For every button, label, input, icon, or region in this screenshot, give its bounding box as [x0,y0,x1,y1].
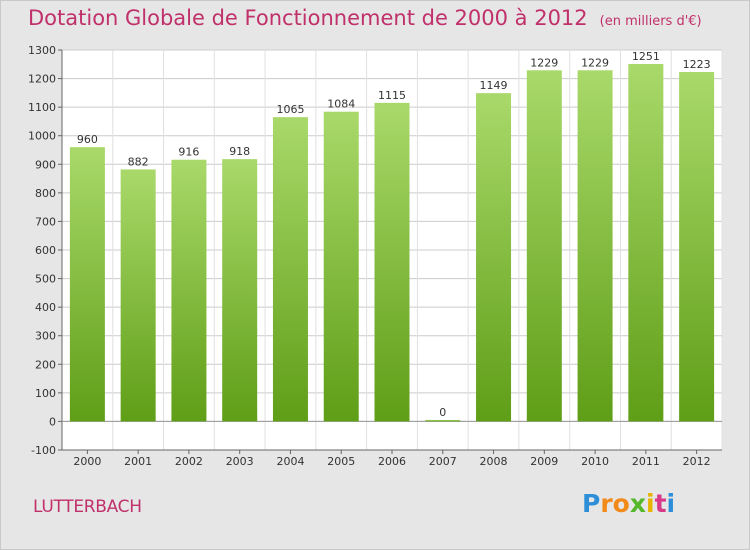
bar-2010 [577,70,613,422]
y-tick-label: 100 [35,387,56,400]
logo-letter: t [654,489,667,518]
y-tick-label: 1200 [28,73,56,86]
axes: -100 0 100 200 300 400 500 600 700 800 900 1000 1100… [28,44,722,468]
y-tick-label: 300 [35,330,56,343]
logo-letter: o [612,489,630,518]
proxiti-logo: Proxiti [582,489,675,518]
data-label-2009: 1229 [530,56,558,69]
bar-2004 [272,117,308,422]
x-tick-label: 2002 [175,455,203,468]
x-tick-label: 2009 [530,455,558,468]
data-label-2008: 1149 [480,79,508,92]
y-tick-label: 400 [35,301,56,314]
bar-2009 [526,70,562,422]
data-label-2011: 1251 [632,50,660,63]
y-tick-label: -100 [31,444,56,457]
data-label-2012: 1223 [683,58,711,71]
bars [69,64,715,422]
y-tick-label: 1300 [28,44,56,57]
logo-letter: P [582,489,601,518]
x-tick-label: 2003 [226,455,254,468]
bar-2011 [628,64,664,422]
bar-2000 [69,147,105,422]
y-tick-label: 1100 [28,101,56,114]
y-tick-label: 0 [49,415,56,428]
bar-2006 [374,102,410,422]
data-label-2007: 0 [439,406,446,419]
bar-2002 [171,159,207,422]
x-tick-label: 2006 [378,455,406,468]
data-label-2000: 960 [77,133,98,146]
x-tick-label: 2007 [429,455,457,468]
x-tick-label: 2012 [683,455,711,468]
y-tick-label: 700 [35,215,56,228]
bar-2005 [323,111,359,422]
data-label-2005: 1084 [327,98,355,111]
bar-2008 [476,93,512,422]
data-label-2010: 1229 [581,56,609,69]
logo-letter: i [666,489,676,518]
data-labels: 960 882 916 918 1065 1084 1115 0 1149 1229 1229 125… [77,50,711,419]
commune-name: LUTTERBACH [33,497,142,517]
x-tick-label: 2004 [276,455,304,468]
y-tick-label: 500 [35,273,56,286]
y-tick-label: 800 [35,187,56,200]
x-tick-label: 2001 [124,455,152,468]
unit-note: (en milliers d'€) [599,14,702,29]
data-label-2006: 1115 [378,89,406,102]
x-tick-label: 2005 [327,455,355,468]
y-tick-label: 1000 [28,130,56,143]
data-label-2001: 882 [128,155,149,168]
logo-letter: i [646,489,655,518]
data-label-2002: 916 [178,146,199,159]
bar-2001 [120,169,156,422]
data-label-2003: 918 [229,145,250,158]
chart-title: Dotation Globale de Fonctionnement de 20… [28,6,702,30]
x-tick-label: 2010 [581,455,609,468]
chart-title-text: Dotation Globale de Fonctionnement de 20… [28,6,588,30]
y-tick-label: 900 [35,158,56,171]
x-tick-label: 2008 [480,455,508,468]
logo-letter: x [629,489,646,518]
y-tick-label: 200 [35,358,56,371]
x-tick-label: 2000 [73,455,101,468]
data-label-2004: 1065 [276,103,304,116]
y-tick-label: 600 [35,244,56,257]
bar-2012 [679,72,715,422]
logo-letter: r [600,489,613,518]
x-tick-label: 2011 [632,455,660,468]
bar-2003 [222,159,258,422]
bar-2007 [425,419,461,422]
